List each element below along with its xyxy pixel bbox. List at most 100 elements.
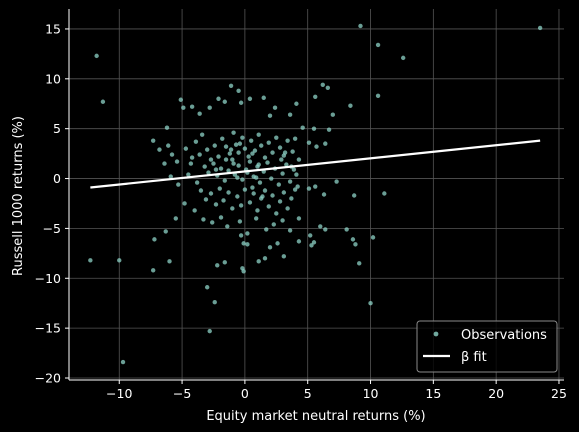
observation-point <box>231 130 236 135</box>
beta-fit-line <box>90 139 541 189</box>
observation-point <box>265 160 270 165</box>
observation-point <box>260 194 265 199</box>
observation-point <box>228 147 234 152</box>
observation-point <box>326 127 332 132</box>
observation-point <box>358 23 363 29</box>
observation-point <box>233 142 239 147</box>
observation-point <box>259 143 264 148</box>
observation-point <box>292 187 298 192</box>
x-tick-label: 10 <box>363 386 379 401</box>
observation-point <box>400 55 406 61</box>
observation-point <box>334 179 339 184</box>
observation-point <box>280 171 285 176</box>
y-tick-label: 15 <box>45 21 61 36</box>
observation-point <box>295 184 300 189</box>
observation-point <box>226 168 231 173</box>
observation-point <box>240 135 245 140</box>
observation-point <box>262 256 268 261</box>
observation-point <box>320 82 325 87</box>
observation-point <box>152 237 157 242</box>
observation-point <box>208 157 214 162</box>
observation-point <box>188 161 194 166</box>
observation-point <box>242 146 248 151</box>
observation-point <box>375 93 381 98</box>
observation-point <box>197 152 202 157</box>
observation-point <box>237 219 243 224</box>
observation-point <box>242 187 248 192</box>
observation-point <box>150 138 156 143</box>
observation-point <box>253 175 259 180</box>
observation-point <box>248 138 254 143</box>
observation-point <box>368 301 373 306</box>
observation-point <box>285 138 290 143</box>
observation-point <box>236 88 241 93</box>
observation-point <box>250 151 255 156</box>
x-tick-label: 5 <box>304 386 312 401</box>
observation-point <box>198 188 204 193</box>
observation-point <box>308 233 313 238</box>
observation-point <box>318 224 323 229</box>
x-tick-label: 0 <box>241 386 249 401</box>
observation-point <box>236 163 241 168</box>
observation-point <box>294 101 299 106</box>
x-tick-label: −10 <box>106 386 132 401</box>
observation-point <box>256 162 261 167</box>
y-tick-label: −15 <box>35 321 61 336</box>
observation-point <box>266 204 271 209</box>
observation-point <box>157 147 162 152</box>
observation-point <box>230 157 235 162</box>
observation-point <box>210 220 215 225</box>
observation-point <box>350 237 356 242</box>
observation-point <box>212 143 217 148</box>
observation-point <box>216 154 221 159</box>
x-axis-label: Equity market neutral returns (%) <box>206 409 425 424</box>
observation-point <box>252 148 258 153</box>
observation-point <box>176 182 181 187</box>
observation-point <box>189 155 195 160</box>
observation-point <box>227 151 233 156</box>
observation-point <box>221 198 226 203</box>
observation-point <box>193 139 199 144</box>
observation-point <box>274 135 279 140</box>
observation-point <box>213 202 219 207</box>
observation-point <box>192 208 197 213</box>
observation-point <box>323 141 328 146</box>
observation-point <box>181 105 186 110</box>
observation-point <box>203 197 209 202</box>
observation-point <box>382 191 387 196</box>
observation-point <box>194 180 200 185</box>
observation-point <box>218 215 224 220</box>
legend: Observations β fit <box>416 320 558 373</box>
observation-point <box>289 196 294 201</box>
observation-point <box>238 203 244 208</box>
observation-point <box>351 193 357 198</box>
observation-point <box>174 159 180 164</box>
observation-point <box>220 136 225 141</box>
observation-point <box>251 191 256 196</box>
observation-point <box>162 161 167 166</box>
observation-point <box>222 99 227 104</box>
observation-point <box>296 216 302 221</box>
observation-point <box>311 240 317 245</box>
y-tick-label: −10 <box>35 271 61 286</box>
observation-point <box>300 125 305 130</box>
observation-point <box>117 258 122 263</box>
observation-point <box>281 190 287 195</box>
observation-point <box>294 172 299 177</box>
observation-point <box>235 175 240 180</box>
observation-point <box>178 97 184 102</box>
observation-point <box>256 259 261 264</box>
observation-point <box>313 94 318 99</box>
observation-point <box>264 227 269 232</box>
legend-box <box>416 320 558 373</box>
observation-point <box>272 105 278 110</box>
observation-point <box>202 164 207 169</box>
observation-point <box>246 154 251 159</box>
y-tick-label: −5 <box>43 221 61 236</box>
observation-point <box>213 167 219 172</box>
observation-point <box>212 300 217 305</box>
observation-point <box>223 157 229 162</box>
observation-point <box>225 224 230 229</box>
observation-point <box>348 103 353 108</box>
y-tick-label: 0 <box>53 171 61 186</box>
